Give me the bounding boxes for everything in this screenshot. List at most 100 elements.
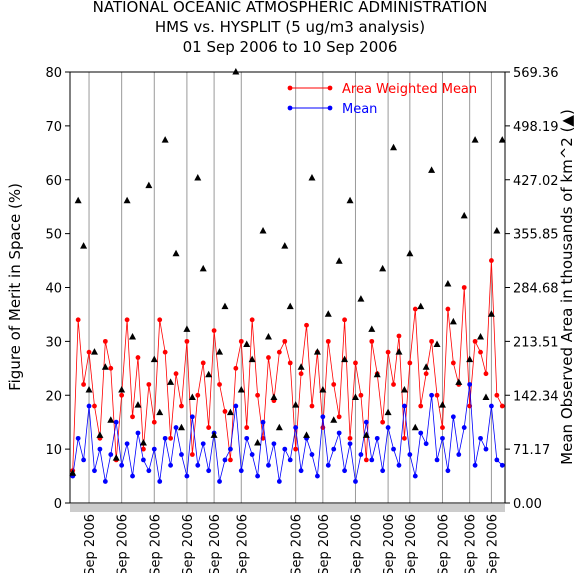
point: [162, 435, 168, 441]
y-tick-label: 80: [45, 66, 62, 81]
point: [86, 349, 92, 355]
point: [374, 435, 380, 441]
triangle-marker: [264, 332, 272, 340]
point: [407, 452, 413, 457]
point: [184, 338, 190, 344]
point: [228, 446, 233, 452]
triangle-marker: [471, 136, 479, 143]
point: [211, 328, 217, 333]
plot-frame: [69, 71, 506, 504]
point: [119, 392, 125, 398]
x-tick-label: Sep 2006: [436, 514, 451, 573]
triangle-marker: [319, 385, 327, 393]
point: [347, 435, 353, 441]
triangle-marker: [139, 438, 147, 446]
point: [293, 425, 299, 430]
triangle-marker: [428, 166, 436, 173]
point: [353, 360, 358, 366]
x-tick-label: Sep 2006: [83, 514, 98, 573]
legend-label: Area Weighted Mean: [342, 82, 477, 97]
point: [157, 317, 163, 323]
point: [130, 473, 135, 479]
triangle-marker: [134, 401, 142, 408]
chart-title: NATIONAL OCEANIC ATMOSPHERIC ADMINISTRAT…: [93, 0, 488, 16]
y2-tick-label: 355.85: [513, 228, 559, 243]
point: [102, 479, 108, 484]
point: [124, 441, 130, 447]
point: [423, 371, 429, 377]
y2-tick-label: 284.68: [513, 282, 559, 297]
point: [391, 446, 396, 452]
triangle-marker: [487, 310, 495, 317]
x-tick-label: Sep 2006: [349, 514, 364, 573]
point: [369, 338, 375, 344]
point: [233, 403, 239, 409]
point: [266, 462, 271, 468]
triangle-marker: [232, 68, 240, 75]
point: [81, 457, 86, 463]
triangle-marker: [362, 431, 370, 438]
point: [238, 468, 244, 474]
point: [472, 338, 478, 344]
point: [119, 462, 125, 468]
triangle-marker: [422, 363, 430, 370]
point: [200, 441, 206, 447]
triangle-marker: [237, 385, 245, 393]
triangle-marker: [341, 355, 349, 363]
triangle-marker: [297, 363, 305, 370]
point: [309, 403, 315, 409]
point: [402, 403, 407, 409]
point: [249, 317, 255, 323]
point: [233, 365, 239, 371]
point: [380, 468, 386, 474]
point: [206, 425, 212, 430]
triangle-marker: [308, 173, 316, 181]
date-range: 01 Sep 2006 to 10 Sep 2006: [183, 38, 398, 56]
triangle-marker: [69, 469, 77, 476]
point: [92, 403, 97, 409]
point: [244, 425, 250, 430]
y2-tick-label: 569.36: [513, 66, 559, 81]
triangle-marker: [243, 340, 251, 348]
y2-axis-label: Mean Observed Area in thousands of km^2 …: [558, 109, 576, 465]
x-tick-label: Sep 2006: [382, 514, 397, 573]
triangle-marker: [313, 348, 321, 355]
triangle-marker: [433, 340, 441, 348]
point: [217, 479, 222, 484]
point: [467, 382, 473, 387]
y2-tick-label: 71.17: [513, 443, 550, 458]
triangle-marker: [400, 385, 408, 393]
x-tick-label: Sep 2006: [464, 514, 479, 573]
point: [173, 371, 179, 377]
point: [266, 355, 271, 360]
triangle-marker: [477, 332, 485, 340]
point: [325, 338, 331, 344]
triangle-marker: [161, 136, 169, 143]
point: [298, 371, 304, 377]
point: [184, 473, 190, 479]
triangle-marker: [390, 143, 398, 151]
triangle-marker: [460, 211, 468, 219]
y-tick-label: 20: [45, 389, 62, 404]
point: [217, 382, 222, 387]
triangle-marker: [444, 279, 452, 287]
point: [162, 349, 168, 355]
point: [179, 452, 184, 457]
point: [287, 457, 293, 463]
legend-label: Mean: [342, 102, 377, 117]
triangle-marker: [112, 454, 120, 461]
legend-marker: [327, 105, 333, 111]
point: [483, 446, 489, 452]
triangle-marker: [357, 295, 365, 302]
y-tick-label: 10: [45, 443, 62, 458]
point: [478, 349, 483, 355]
x-tick-label: Sep 2006: [404, 514, 419, 573]
point: [255, 473, 260, 479]
triangle-marker: [368, 325, 376, 332]
point: [206, 468, 212, 474]
point: [385, 349, 391, 355]
triangle-marker: [172, 249, 180, 257]
x-tick-label: Sep 2006: [235, 514, 250, 573]
point: [97, 446, 103, 452]
